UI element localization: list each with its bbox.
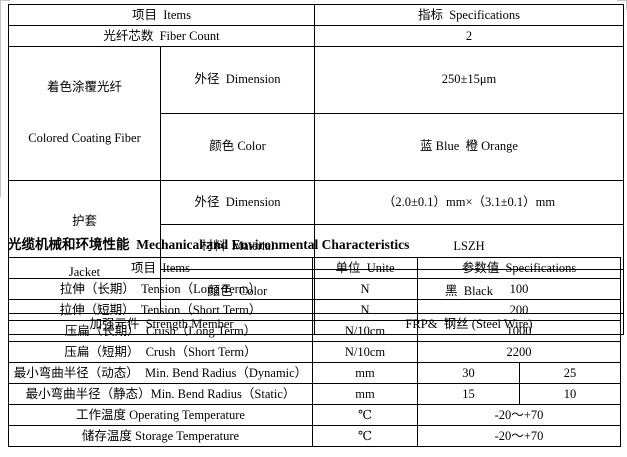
spec-header-specifications: 指标 Specifications <box>314 4 624 26</box>
coating-dimension-label: 外径 Dimension <box>160 46 315 114</box>
mech-unit-value: N/10cm <box>312 341 418 363</box>
mech-spec-value-left: 15 <box>417 383 520 405</box>
mech-item-label: 拉伸（短期） Tension（Short Term） <box>8 299 313 321</box>
mech-characteristics-table: 项目 Items 单位 Unite 参数值 Specifications 拉伸（… <box>8 257 622 447</box>
mech-unit-value: ℃ <box>312 404 418 426</box>
mech-unit-value: mm <box>312 383 418 405</box>
mech-header-value: 参数值 Specifications <box>416 257 622 279</box>
mech-row-bend-radius-static: 最小弯曲半径（静态）Min. Bend Radius（Static） mm 15… <box>8 383 622 405</box>
mech-item-label: 储存温度 Storage Temperature <box>8 425 313 447</box>
coating-color-label: 颜色 Color <box>160 112 315 181</box>
mech-item-label: 最小弯曲半径（静态）Min. Bend Radius（Static） <box>8 383 313 405</box>
mech-row-storage-temperature: 储存温度 Storage Temperature ℃ -20～+70 <box>8 425 622 447</box>
mech-header-unit: 单位 Unite <box>312 257 418 279</box>
mech-header-row: 项目 Items 单位 Unite 参数值 Specifications <box>8 257 622 279</box>
mech-item-label: 工作温度 Operating Temperature <box>8 404 313 426</box>
spec-header-items: 项目 Items <box>8 4 315 26</box>
fiber-count-label: 光纤芯数 Fiber Count <box>8 25 315 47</box>
jacket-dimension-row: 护套 Jacket 外径 Dimension （2.0±0.1）mm×（3.1±… <box>8 179 624 314</box>
mech-row-crush-long: 压扁（长期） Crush（Long Term） N/10cm 1000 <box>8 320 622 342</box>
mech-row-operating-temperature: 工作温度 Operating Temperature ℃ -20～+70 <box>8 404 622 426</box>
colored-coating-fiber-label-zh: 着色涂覆光纤 <box>46 80 122 94</box>
jacket-label-zh: 护套 <box>71 213 97 228</box>
colored-coating-fiber-label-en: Colored Coating Fiber <box>28 131 141 146</box>
mech-item-label: 压扁（长期） Crush（Long Term） <box>8 320 313 342</box>
coating-dimension-row: 着色涂覆光纤 Colored Coating Fiber 外径 Dimensio… <box>8 46 624 181</box>
mech-item-label: 最小弯曲半径（动态） Min. Bend Radius（Dynamic） <box>8 362 313 384</box>
mech-unit-value: ℃ <box>312 425 418 447</box>
mech-item-label: 压扁（短期） Crush（Short Term） <box>8 341 313 363</box>
mech-unit-value: mm <box>312 362 418 384</box>
mech-row-crush-short: 压扁（短期） Crush（Short Term） N/10cm 2200 <box>8 341 622 363</box>
mech-unit-value: N <box>312 278 418 300</box>
mech-unit-value: N <box>312 299 418 321</box>
coating-color-value: 蓝 Blue 橙 Orange <box>314 112 624 181</box>
mech-item-label: 拉伸（长期） Tension（Long Term） <box>8 278 313 300</box>
mech-spec-value-right: 10 <box>518 383 622 405</box>
coating-color-row: 颜色 Color 蓝 Blue 橙 Orange <box>9 112 624 181</box>
mech-spec-value: -20～+70 <box>416 425 622 447</box>
mech-spec-value: -20～+70 <box>416 404 622 426</box>
mech-spec-value: 200 <box>416 299 622 321</box>
spec-header-row: 项目 Items 指标 Specifications <box>8 4 624 26</box>
jacket-dimension-value: （2.0±0.1）mm×（3.1±0.1）mm <box>314 179 624 225</box>
mech-row-tension-short: 拉伸（短期） Tension（Short Term） N 200 <box>8 299 622 321</box>
fiber-count-row: 光纤芯数 Fiber Count 2 <box>8 25 624 47</box>
mech-spec-value: 1000 <box>416 320 622 342</box>
mech-spec-value: 100 <box>416 278 622 300</box>
mech-spec-value: 2200 <box>416 341 622 363</box>
colored-coating-fiber-group-cell: 着色涂覆光纤 Colored Coating Fiber <box>8 46 161 181</box>
mech-unit-value: N/10cm <box>312 320 418 342</box>
jacket-dimension-label: 外径 Dimension <box>160 179 315 225</box>
mech-header-items: 项目 Items <box>8 257 313 279</box>
mech-spec-value-right: 25 <box>518 362 622 384</box>
mech-row-tension-long: 拉伸（长期） Tension（Long Term） N 100 <box>8 278 622 300</box>
mech-section-title: 光缆机械和环境性能 Mechanical and Environmental C… <box>8 237 410 252</box>
fiber-count-value: 2 <box>314 25 624 47</box>
mech-spec-value-left: 30 <box>417 362 520 384</box>
mech-row-bend-radius-dynamic: 最小弯曲半径（动态） Min. Bend Radius（Dynamic） mm … <box>8 362 622 384</box>
coating-dimension-value: 250±15μm <box>314 46 624 114</box>
page-edge-artifact-left <box>0 0 10 197</box>
